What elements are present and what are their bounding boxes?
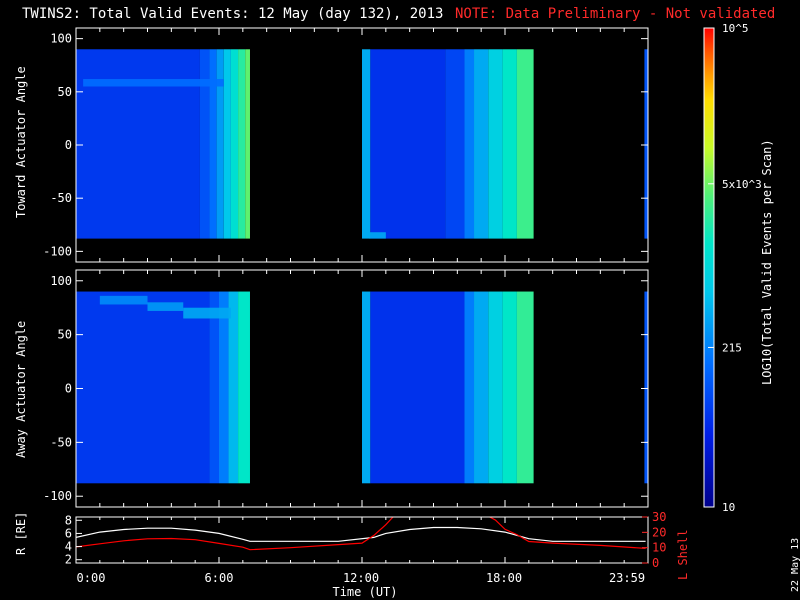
heatmap-cell	[488, 291, 503, 484]
y-tick-label: -50	[50, 435, 72, 449]
y-tick-label: -50	[50, 191, 72, 205]
y-tick-label: -100	[43, 244, 72, 258]
heatmap-cell	[474, 291, 489, 484]
heatmap-cell	[516, 291, 534, 484]
preliminary-note: NOTE: Data Preliminary - Not validated	[455, 6, 776, 22]
panel3-ylabel: R [RE]	[14, 511, 28, 555]
heatmap-cell	[370, 291, 465, 484]
r-distance-line	[76, 526, 646, 542]
colorbar: 10^5 5x10^3 215 10	[703, 22, 762, 514]
panel3-ylabel2: L Shell	[676, 529, 690, 580]
heatmap-cell	[516, 49, 534, 239]
heatmap-cell	[445, 49, 465, 239]
away-angle-panel: 100 50 0 -50 -100	[43, 269, 649, 508]
heatmap-cell	[209, 49, 217, 239]
heatmap-cell	[230, 49, 239, 239]
heatmap-cell	[76, 291, 210, 484]
y2-tick-label: 30	[652, 510, 666, 524]
y-tick-label: 50	[58, 85, 72, 99]
date-stamp: 22 May 13	[790, 537, 800, 592]
heatmap-cell	[644, 49, 648, 239]
panel2-ylabel: Away Actuator Angle	[14, 320, 28, 458]
y2-tick-label: 10	[652, 541, 666, 555]
heatmap-cell	[502, 49, 517, 239]
heatmap-cell	[209, 291, 219, 484]
heatmap-cell	[199, 49, 210, 239]
y-tick-label: 2	[65, 553, 72, 567]
heatmap-cell	[362, 49, 371, 239]
y-tick-label: 4	[65, 540, 72, 554]
heatmap-cell	[644, 291, 648, 484]
panel-frame	[75, 516, 649, 564]
y-tick-label: 100	[50, 32, 72, 46]
x-tick-label: 6:00	[204, 571, 234, 585]
heatmap-cell	[474, 49, 489, 239]
colorbar-label: LOG10(Total Valid Events per Scan)	[760, 139, 774, 385]
heatmap-feature	[99, 295, 148, 305]
colorbar-tick-label: 10^5	[722, 22, 749, 35]
x-tick-label: 0:00	[76, 571, 106, 585]
heatmap-cell	[488, 49, 503, 239]
heatmap-cell	[245, 49, 250, 239]
colorbar-bar	[703, 27, 715, 508]
y-tick-label: 6	[65, 526, 72, 540]
heatmap-cell	[238, 49, 246, 239]
x-tick-label: 23:59	[608, 571, 646, 585]
heatmap-cell	[216, 49, 224, 239]
x-tick-label: 12:00	[342, 571, 380, 585]
colorbar-tick-label: 5x10^3	[722, 178, 762, 191]
heatmap-feature	[369, 232, 386, 239]
x-axis-label: Time (UT)	[332, 585, 398, 599]
y-tick-label: -100	[43, 489, 72, 503]
y2-tick-label: 20	[652, 525, 666, 539]
heatmap-cell	[223, 49, 231, 239]
y-tick-label: 0	[65, 138, 72, 152]
toward-angle-panel: 100 50 0 -50 -100	[43, 27, 649, 263]
heatmap-cell	[219, 291, 229, 484]
heatmap-cell	[76, 49, 200, 239]
l-shell-line	[76, 517, 646, 551]
heatmap-cell	[370, 49, 446, 239]
y-tick-label: 8	[65, 513, 72, 527]
y-tick-label: 50	[58, 328, 72, 342]
heatmap-cell	[464, 49, 475, 239]
heatmap-feature	[183, 307, 231, 319]
heatmap-cell	[502, 291, 517, 484]
heatmap-feature	[83, 79, 224, 87]
panel1-ylabel: Toward Actuator Angle	[14, 66, 28, 218]
y-tick-label: 100	[50, 274, 72, 288]
x-tick-label: 18:00	[485, 571, 523, 585]
plot-title: TWINS2: Total Valid Events: 12 May (day …	[22, 6, 444, 22]
colorbar-tick-label: 10	[722, 501, 735, 514]
heatmap-cell	[228, 291, 239, 484]
y-tick-label: 0	[65, 382, 72, 396]
heatmap-cell	[362, 291, 371, 484]
heatmap-cell	[238, 291, 250, 484]
heatmap-cell	[464, 291, 475, 484]
heatmap-feature	[147, 302, 184, 311]
y2-tick-label: 0	[652, 556, 659, 570]
colorbar-tick-label: 215	[722, 341, 742, 354]
